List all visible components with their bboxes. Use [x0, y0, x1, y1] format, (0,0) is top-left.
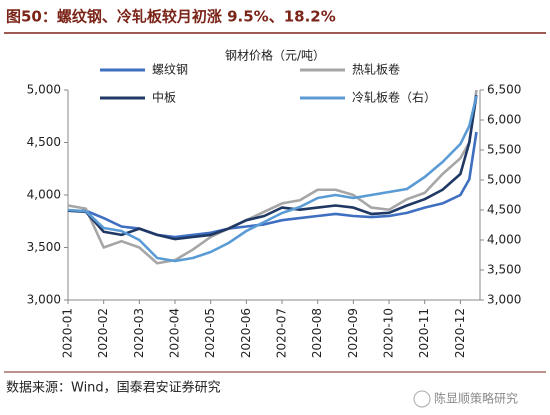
watermark: 陈显顺策略研究	[434, 391, 518, 406]
x-tick-label: 2020-12	[453, 308, 467, 358]
y-tick-label: 4,500	[27, 135, 61, 149]
x-tick-label: 2020-08	[310, 308, 324, 358]
legend-label: 螺纹钢	[152, 63, 188, 77]
y2-tick-label: 6,000	[487, 113, 521, 127]
chart-title: 图50：螺纹钢、冷轧板较月初涨 9.5%、18.2%	[6, 8, 336, 26]
series-line	[67, 95, 478, 263]
y-tick-label: 3,000	[27, 293, 61, 307]
y2-tick-label: 4,500	[487, 203, 521, 217]
x-tick-label: 2020-11	[417, 308, 431, 358]
y-tick-label: 4,000	[27, 188, 61, 202]
legend-label: 中板	[152, 90, 176, 105]
legend-label: 热轧板卷	[352, 62, 400, 77]
series-line	[67, 89, 478, 265]
x-tick-label: 2020-03	[132, 308, 146, 358]
y-tick-label: 5,000	[27, 83, 61, 97]
x-tick-label: 2020-04	[168, 308, 182, 358]
y2-tick-label: 5,000	[487, 173, 521, 187]
x-tick-label: 2020-02	[96, 308, 110, 358]
legend-label: 冷轧板卷（右）	[352, 90, 436, 105]
y2-tick-label: 5,500	[487, 143, 521, 157]
y2-tick-label: 4,000	[487, 233, 521, 247]
watermark-icon	[413, 390, 431, 408]
y-tick-label: 3,500	[27, 240, 61, 254]
x-tick-label: 2020-07	[275, 308, 289, 358]
x-tick-label: 2020-01	[61, 308, 75, 358]
series-line	[67, 95, 478, 241]
chart-subtitle: 钢材价格（元/吨）	[225, 48, 325, 63]
y2-tick-label: 3,000	[487, 293, 521, 307]
y2-tick-label: 3,500	[487, 263, 521, 277]
source: 数据来源：Wind，国泰君安证券研究	[6, 380, 221, 396]
x-tick-label: 2020-10	[382, 308, 396, 358]
x-tick-label: 2020-06	[239, 308, 253, 358]
x-tick-label: 2020-05	[203, 308, 217, 358]
x-tick-label: 2020-09	[346, 308, 360, 358]
y2-tick-label: 6,500	[487, 83, 521, 97]
